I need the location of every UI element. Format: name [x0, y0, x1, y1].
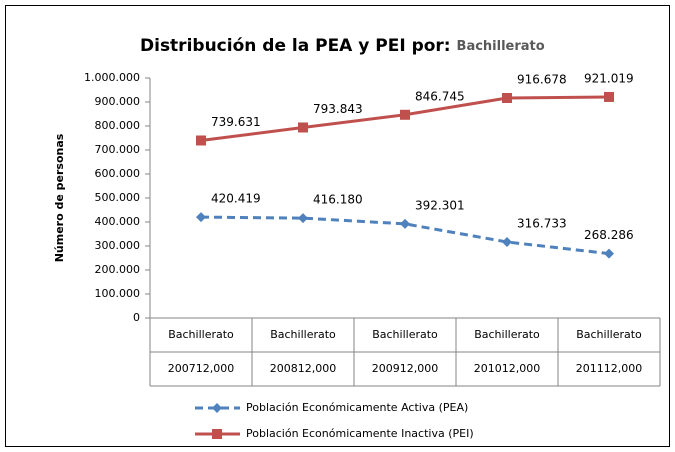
point — [196, 212, 206, 223]
x-tick-label: 201112,000 — [576, 362, 642, 375]
point — [298, 122, 308, 133]
data-label: 846.745 — [415, 89, 465, 103]
y-tick-label: 200.000 — [95, 263, 141, 276]
chart-subtitle: Bachillerato — [457, 39, 545, 54]
x-tick-label: 200912,000 — [372, 362, 438, 375]
chart-border — [5, 5, 670, 447]
data-label: 420.419 — [211, 192, 261, 206]
point — [298, 213, 308, 224]
y-tick-label: 700.000 — [95, 143, 141, 156]
data-label: 316.733 — [517, 216, 567, 230]
y-tick-label: 600.000 — [95, 167, 141, 180]
y-tick-label: 300.000 — [95, 239, 141, 252]
x-tick-label: Bachillerato — [576, 328, 642, 341]
data-label: 416.180 — [313, 193, 363, 207]
legend-marker — [212, 403, 222, 413]
x-tick-label: 200812,000 — [270, 362, 336, 375]
y-tick-label: 100.000 — [95, 287, 141, 300]
legend-label: Población Económicamente Activa (PEA) — [246, 401, 468, 414]
point — [196, 135, 206, 146]
point — [502, 236, 512, 247]
y-tick-label: 400.000 — [95, 215, 141, 228]
point — [400, 109, 410, 120]
x-tick-label: 200712,000 — [168, 362, 234, 375]
chart-title: Distribución de la PEA y PEI por: Bachil… — [140, 36, 545, 56]
series-line — [200, 215, 610, 256]
x-tick-label: Bachillerato — [270, 328, 336, 341]
x-tick-label: 201012,000 — [474, 362, 540, 375]
data-label: 793.843 — [313, 102, 363, 116]
point — [604, 91, 614, 102]
x-tick-label: Bachillerato — [168, 328, 234, 341]
data-label: 392.301 — [415, 198, 465, 212]
point — [400, 218, 410, 229]
data-label: 921.019 — [584, 71, 634, 85]
point — [502, 92, 512, 103]
legend-marker — [212, 429, 222, 439]
x-tick-label: Bachillerato — [474, 328, 540, 341]
y-axis-label: Número de personas — [53, 133, 66, 262]
y-tick-label: 900.000 — [95, 95, 141, 108]
data-label: 916.678 — [517, 72, 567, 86]
y-tick-label: 1.000.000 — [84, 71, 140, 84]
data-label: 268.286 — [584, 228, 634, 242]
point — [604, 248, 614, 259]
chart-title-main: Distribución de la PEA y PEI por: — [140, 36, 451, 56]
data-label: 739.631 — [211, 115, 261, 129]
x-tick-label: Bachillerato — [372, 328, 438, 341]
legend-label: Población Económicamente Inactiva (PEI) — [246, 427, 474, 440]
y-tick-label: 800.000 — [95, 119, 141, 132]
y-tick-label: 500.000 — [95, 191, 141, 204]
y-tick-label: 0 — [133, 311, 140, 324]
